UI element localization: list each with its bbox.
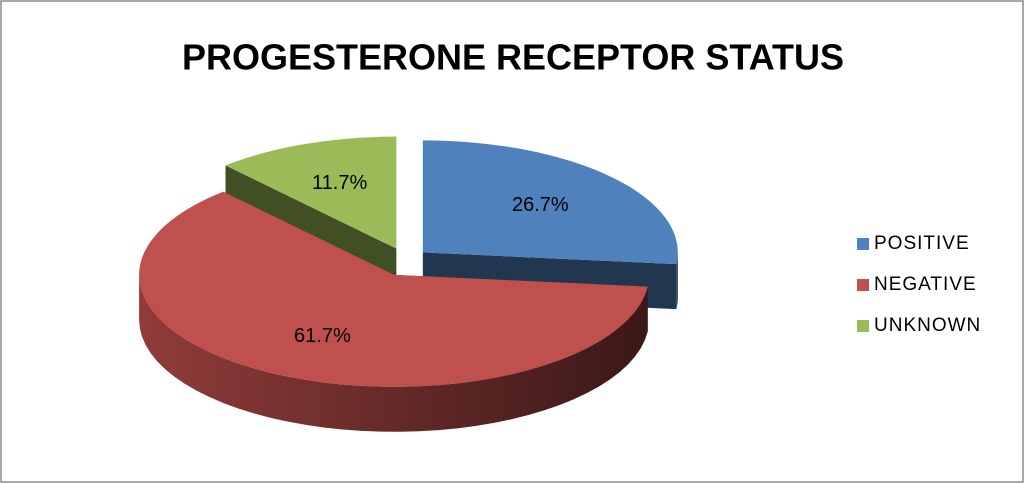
- legend-swatch: [857, 279, 869, 291]
- data-label: 61.7%: [294, 325, 351, 347]
- legend-swatch: [857, 320, 869, 332]
- legend-label: UNKNOWN: [874, 315, 981, 336]
- slice-side: [676, 252, 678, 310]
- slice: [139, 191, 648, 387]
- data-label: 11.7%: [312, 172, 367, 194]
- slice: [422, 140, 678, 265]
- legend-label: POSITIVE: [874, 233, 970, 254]
- legend-label: NEGATIVE: [874, 274, 977, 295]
- slice-side: [139, 274, 648, 432]
- chart-title: PROGESTERONE RECEPTOR STATUS: [182, 37, 844, 78]
- legend-swatch: [857, 238, 869, 250]
- slice-tops: [139, 136, 678, 387]
- slice: [225, 136, 397, 249]
- data-label: 26.7%: [512, 194, 569, 216]
